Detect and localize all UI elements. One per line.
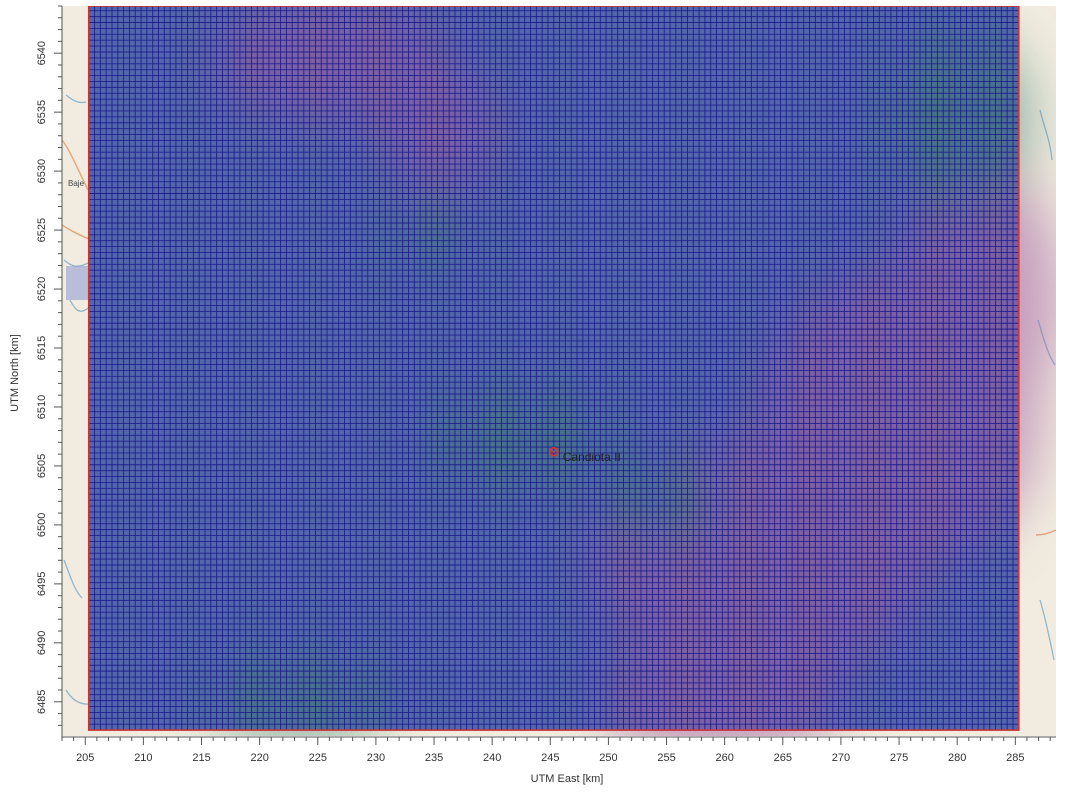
grid-lines	[88, 6, 1020, 731]
y-tick-label: 6490	[36, 631, 48, 655]
x-tick-label: 215	[192, 752, 210, 764]
y-tick-label: 6530	[36, 159, 48, 183]
x-tick-label: 245	[541, 752, 559, 764]
x-axis-ticks: 205 210 215 220 225 230 235 240 245 250 255 260 265 2…	[61, 737, 1051, 764]
site-marker-dot	[552, 450, 556, 454]
y-tick-label: 6485	[36, 690, 48, 714]
terrain-tint-patch	[890, 30, 1030, 210]
terrain-tint-patch	[390, 200, 470, 260]
grid-border	[87, 6, 1020, 731]
y-axis-title: UTM North [km]	[9, 334, 21, 412]
x-axis-title: UTM East [km]	[531, 773, 604, 785]
y-tick-label: 6505	[36, 454, 48, 478]
x-tick-label: 280	[948, 752, 966, 764]
x-tick-label: 235	[425, 752, 443, 764]
y-tick-label: 6515	[36, 336, 48, 360]
terrain-tint-patch	[380, 70, 500, 190]
x-tick-label: 265	[774, 752, 792, 764]
terrain-tint-patch	[210, 660, 390, 736]
y-tick-label: 6495	[36, 572, 48, 596]
y-tick-label: 6540	[36, 41, 48, 65]
x-tick-label: 260	[715, 752, 733, 764]
base-map-features	[63, 94, 1056, 705]
lake-patch	[66, 266, 88, 300]
y-tick-label: 6525	[36, 218, 48, 242]
x-tick-label: 205	[76, 752, 94, 764]
site-label: Candiota II	[563, 450, 621, 464]
x-tick-label: 210	[134, 752, 152, 764]
x-tick-label: 250	[599, 752, 617, 764]
x-tick-label: 270	[832, 752, 850, 764]
y-tick-label: 6520	[36, 277, 48, 301]
x-tick-label: 230	[367, 752, 385, 764]
x-tick-label: 285	[1006, 752, 1024, 764]
x-tick-label: 220	[250, 752, 268, 764]
x-tick-label: 240	[483, 752, 501, 764]
y-tick-label: 6500	[36, 513, 48, 537]
y-tick-label: 6510	[36, 395, 48, 419]
x-tick-label: 255	[657, 752, 675, 764]
y-tick-label: 6535	[36, 100, 48, 124]
x-tick-label: 225	[309, 752, 327, 764]
side-map-label: Baje	[68, 179, 85, 188]
x-tick-label: 275	[890, 752, 908, 764]
y-axis-ticks: 6485 6490 6495 6500 6505 6510 6515 6520 6525 6530…	[36, 5, 62, 726]
site-marker-icon	[548, 446, 559, 457]
site-marker[interactable]: Candiota II	[548, 446, 621, 464]
